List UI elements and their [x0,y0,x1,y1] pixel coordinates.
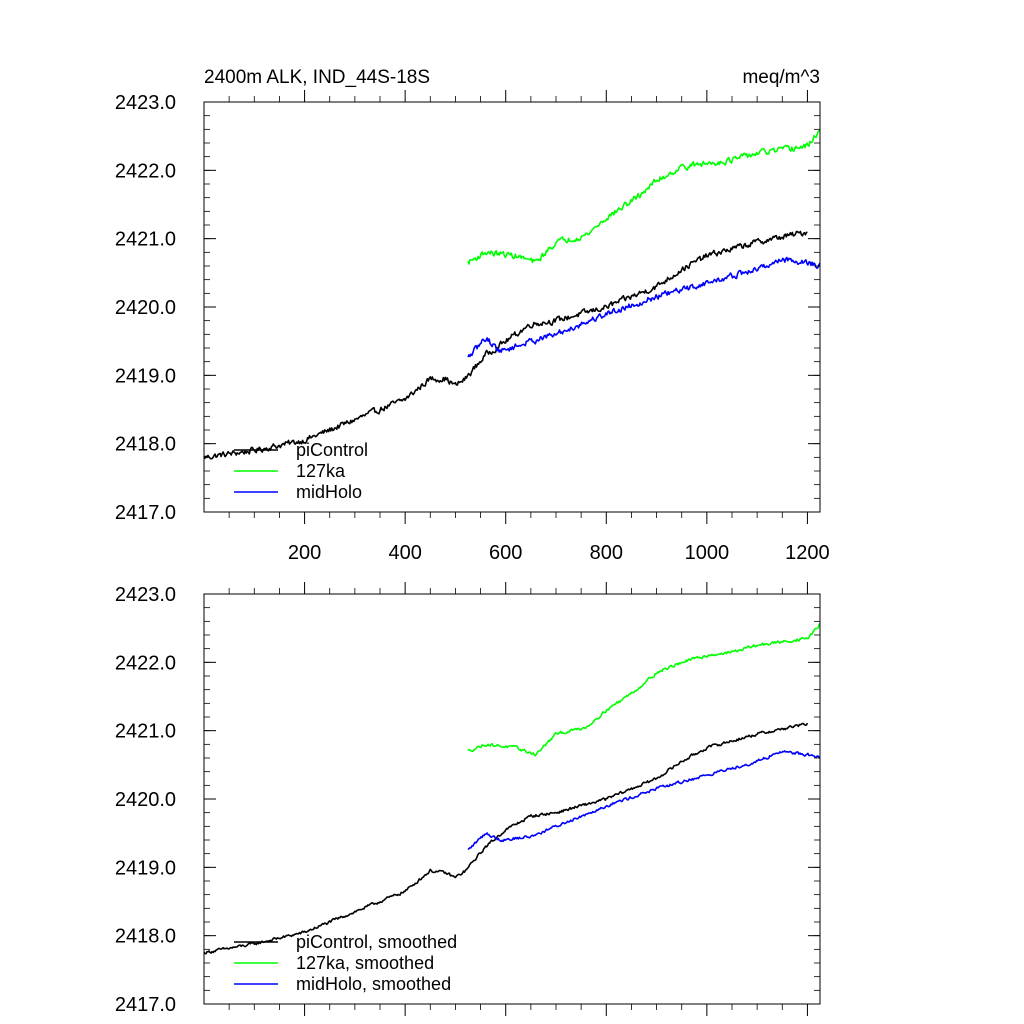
x-tick-label: 1000 [685,542,730,564]
y-tick-label: 2418.0 [115,926,176,948]
series-line-3 [467,750,821,851]
y-tick-label: 2420.0 [115,297,176,319]
figure-left-title: 2400m ALK, IND_44S-18S [204,67,430,88]
y-tick-label: 2417.0 [115,502,176,524]
series-line-1 [203,722,809,955]
y-tick-label: 2419.0 [115,857,176,879]
legend-label: midHolo [296,482,362,502]
legend-label: piControl [296,440,368,460]
y-tick-label: 2422.0 [115,160,176,182]
x-tick-label: 800 [590,542,623,564]
legend-label: 127ka [296,461,346,481]
y-tick-label: 2423.0 [115,92,176,114]
x-tick-label: 600 [489,542,522,564]
series-line-2 [467,129,821,265]
y-tick-label: 2418.0 [115,434,176,456]
x-tick-label: 1200 [785,542,830,564]
x-tick-label: 200 [288,542,321,564]
y-tick-label: 2421.0 [115,229,176,251]
y-tick-label: 2420.0 [115,789,176,811]
series-line-2 [467,622,821,757]
legend-label: midHolo, smoothed [296,974,451,994]
legend-label: 127ka, smoothed [296,953,434,973]
series-line-1 [203,230,808,460]
series-line-3 [467,256,821,358]
y-tick-label: 2422.0 [115,652,176,674]
bottom-panel: 2417.0 2418.0 2419.0 2420.0 2421.0 2422.0 2423… [115,582,821,1016]
y-tick-label: 2417.0 [115,994,176,1016]
y-tick-label: 2423.0 [115,584,176,606]
figure-units-label: meq/m^3 [742,67,820,88]
top-panel: 2417.0 2418.0 2419.0 2420.0 2421.0 2422.0 2423… [115,90,830,564]
y-tick-label: 2419.0 [115,365,176,387]
y-tick-label: 2421.0 [115,721,176,743]
x-tick-label: 400 [388,542,421,564]
legend-label: piControl, smoothed [296,932,457,952]
